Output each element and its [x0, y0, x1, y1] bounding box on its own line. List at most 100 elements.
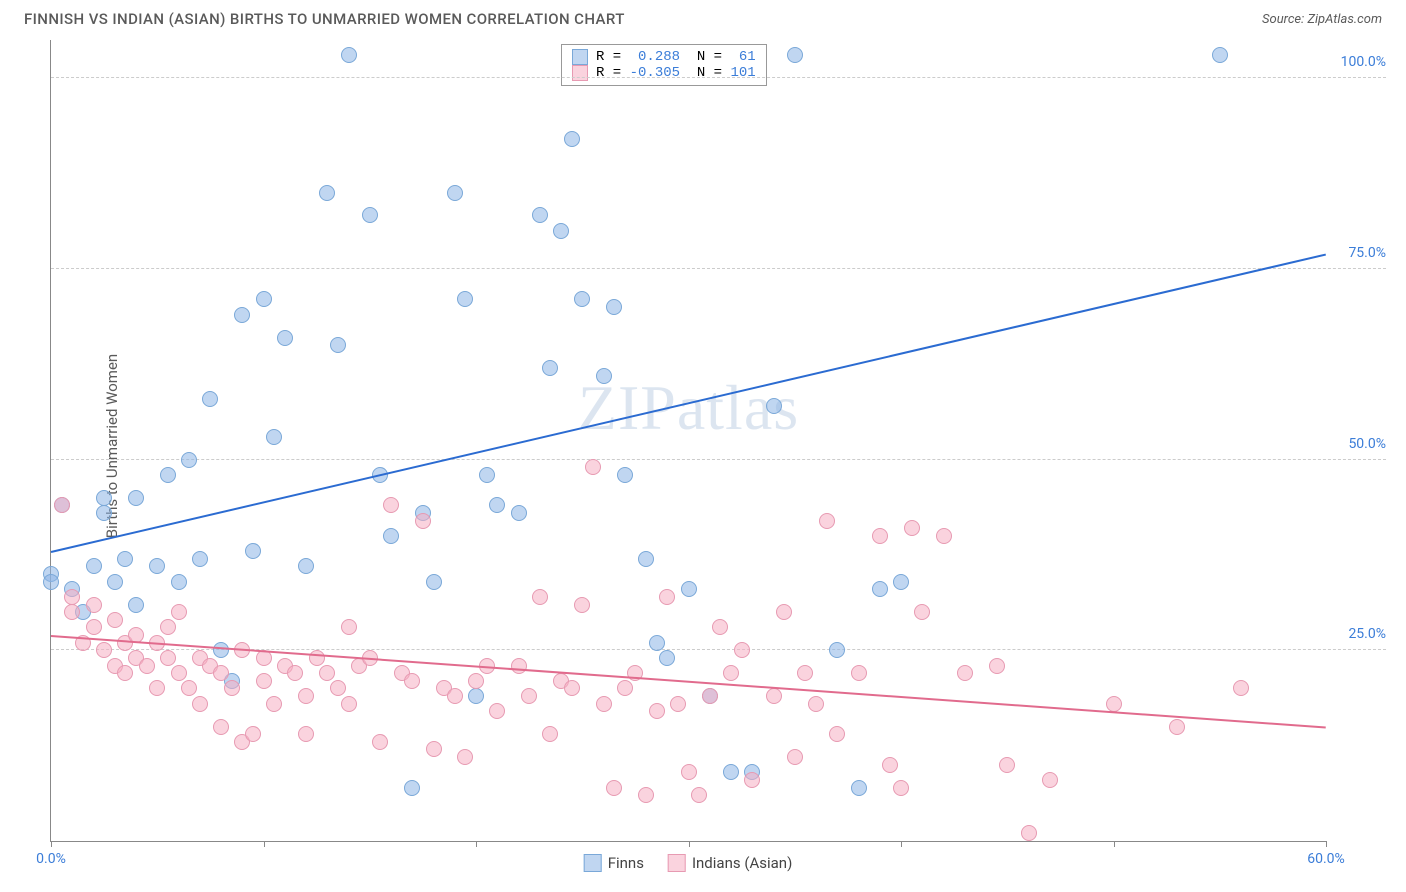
scatter-point: [882, 757, 898, 773]
scatter-point: [426, 574, 442, 590]
y-tick-label: 25.0%: [1348, 626, 1386, 642]
scatter-point: [86, 597, 102, 613]
scatter-point: [596, 696, 612, 712]
scatter-point: [542, 726, 558, 742]
series-legend: Finns Indians (Asian): [584, 854, 793, 872]
scatter-point: [341, 47, 357, 63]
legend-swatch: [572, 49, 588, 65]
scatter-point: [341, 619, 357, 635]
x-tick: [901, 841, 902, 847]
scatter-point: [723, 764, 739, 780]
scatter-point: [245, 543, 261, 559]
scatter-point: [585, 459, 601, 475]
scatter-point: [532, 207, 548, 223]
scatter-point: [1212, 47, 1228, 63]
x-tick-label: 60.0%: [1307, 851, 1345, 867]
scatter-point: [128, 490, 144, 506]
scatter-point: [298, 558, 314, 574]
stats-legend-row: R = 0.288 N = 61: [572, 49, 756, 65]
scatter-point: [330, 680, 346, 696]
stats-text: R = -0.305 N = 101: [596, 65, 756, 81]
source-name: ZipAtlas.com: [1307, 12, 1382, 27]
scatter-point: [171, 574, 187, 590]
scatter-point: [319, 185, 335, 201]
gridline-y: [51, 77, 1386, 78]
scatter-point: [638, 787, 654, 803]
scatter-point: [670, 696, 686, 712]
scatter-point: [553, 223, 569, 239]
scatter-point: [617, 467, 633, 483]
scatter-point: [957, 665, 973, 681]
scatter-point: [489, 703, 505, 719]
scatter-point: [181, 452, 197, 468]
scatter-point: [319, 665, 335, 681]
scatter-point: [649, 635, 665, 651]
scatter-point: [712, 619, 728, 635]
scatter-point: [999, 757, 1015, 773]
stats-legend-row: R = -0.305 N = 101: [572, 65, 756, 81]
stats-text: R = 0.288 N = 61: [596, 49, 756, 65]
scatter-point: [511, 505, 527, 521]
scatter-point: [893, 574, 909, 590]
scatter-point: [298, 688, 314, 704]
scatter-point: [744, 772, 760, 788]
chart-title: FINNISH VS INDIAN (ASIAN) BIRTHS TO UNMA…: [24, 10, 625, 28]
scatter-point: [734, 642, 750, 658]
scatter-point: [117, 665, 133, 681]
scatter-point: [564, 680, 580, 696]
legend-label: Finns: [608, 854, 644, 872]
scatter-point: [139, 658, 155, 674]
scatter-point: [330, 337, 346, 353]
scatter-point: [914, 604, 930, 620]
x-tick: [476, 841, 477, 847]
scatter-point: [574, 291, 590, 307]
scatter-point: [415, 513, 431, 529]
scatter-point: [43, 574, 59, 590]
scatter-point: [659, 589, 675, 605]
scatter-point: [606, 780, 622, 796]
gridline-y: [51, 459, 1386, 460]
scatter-point: [181, 680, 197, 696]
scatter-point: [107, 574, 123, 590]
scatter-point: [766, 688, 782, 704]
x-tick: [1326, 841, 1327, 847]
scatter-point: [192, 696, 208, 712]
scatter-point: [904, 520, 920, 536]
scatter-point: [256, 673, 272, 689]
scatter-point: [649, 703, 665, 719]
scatter-point: [86, 619, 102, 635]
scatter-point: [404, 780, 420, 796]
scatter-point: [277, 330, 293, 346]
scatter-point: [1042, 772, 1058, 788]
legend-item: Finns: [584, 854, 644, 872]
scatter-point: [160, 619, 176, 635]
scatter-point: [574, 597, 590, 613]
scatter-point: [96, 490, 112, 506]
scatter-point: [309, 650, 325, 666]
legend-swatch: [584, 854, 602, 872]
x-tick: [689, 841, 690, 847]
scatter-point: [447, 688, 463, 704]
legend-label: Indians (Asian): [692, 854, 792, 872]
scatter-point: [893, 780, 909, 796]
scatter-point: [54, 497, 70, 513]
scatter-point: [681, 764, 697, 780]
scatter-point: [542, 360, 558, 376]
y-tick-label: 100.0%: [1341, 54, 1386, 70]
scatter-point: [64, 604, 80, 620]
scatter-point: [829, 642, 845, 658]
scatter-point: [117, 551, 133, 567]
stats-legend: R = 0.288 N = 61R = -0.305 N = 101: [561, 44, 767, 86]
scatter-point: [787, 47, 803, 63]
scatter-point: [213, 719, 229, 735]
scatter-point: [149, 558, 165, 574]
scatter-point: [149, 680, 165, 696]
scatter-point: [202, 391, 218, 407]
scatter-point: [383, 497, 399, 513]
y-tick-label: 75.0%: [1348, 245, 1386, 261]
scatter-point: [160, 467, 176, 483]
scatter-point: [192, 551, 208, 567]
scatter-point: [1106, 696, 1122, 712]
scatter-point: [234, 307, 250, 323]
scatter-point: [489, 497, 505, 513]
